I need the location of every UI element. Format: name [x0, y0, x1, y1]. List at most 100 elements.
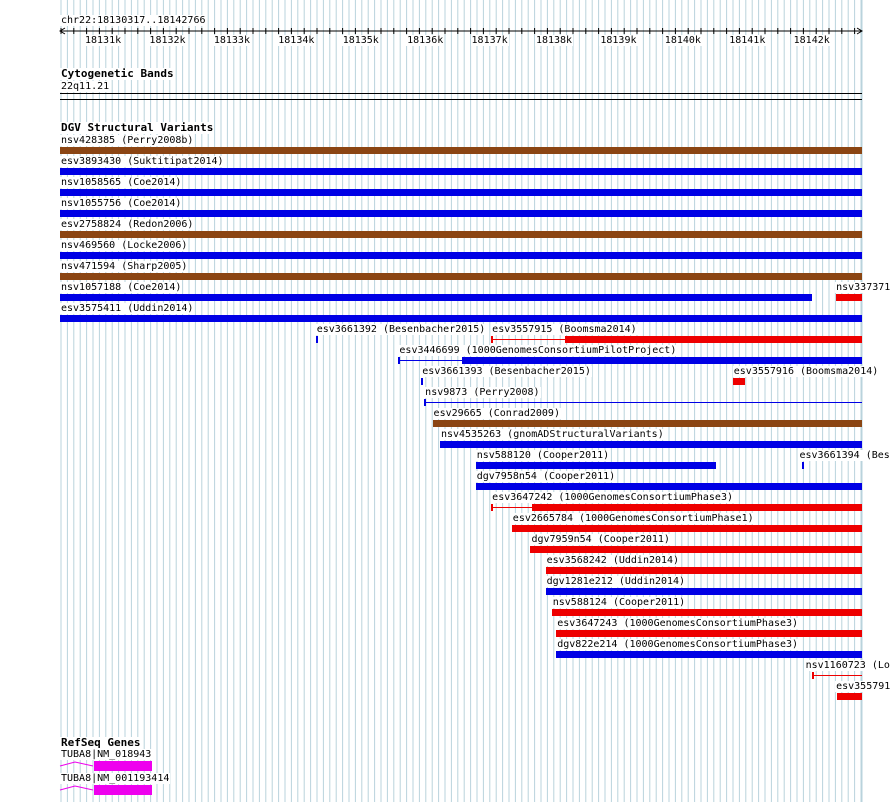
variant-label[interactable]: nsv1058565 (Coe2014)	[60, 177, 183, 188]
variant-bar-cap	[398, 357, 401, 364]
variant-bar-thin[interactable]	[424, 402, 862, 403]
variant-bar[interactable]	[556, 630, 862, 637]
gene-intron-line	[59, 761, 94, 767]
variant-label[interactable]: nsv588124 (Cooper2011)	[551, 597, 687, 608]
cytoband-line-top	[60, 93, 862, 94]
variant-label[interactable]: esv2665784 (1000GenomesConsortiumPhase1)	[511, 513, 755, 524]
variant-bar[interactable]	[836, 294, 862, 301]
variant-bar-thin[interactable]	[398, 360, 463, 361]
variant-label[interactable]: dgv822e214 (1000GenomesConsortiumPhase3)	[556, 639, 800, 650]
ruler-tick-label: 18133k	[212, 35, 251, 46]
variant-bar-thin[interactable]	[812, 675, 862, 676]
variant-label[interactable]: esv2758824 (Redon2006)	[60, 219, 195, 230]
variant-bar[interactable]	[530, 546, 862, 553]
variant-bar-cap	[491, 336, 494, 343]
variant-label[interactable]: dgv1281e212 (Uddin2014)	[545, 576, 687, 587]
variant-bar[interactable]	[475, 483, 862, 490]
variant-bar[interactable]	[60, 210, 862, 217]
variant-label[interactable]: nsv588120 (Cooper2011)	[475, 450, 611, 461]
variant-label[interactable]: esv3575411 (Uddin2014)	[60, 303, 195, 314]
variant-bar[interactable]	[60, 252, 862, 259]
variant-label[interactable]: nsv428385 (Perry2008b)	[60, 135, 195, 146]
variant-label[interactable]: esv3661392 (Besenbacher2015)	[315, 324, 487, 335]
ruler-tick-label: 18136k	[406, 35, 445, 46]
ruler-tick-label: 18138k	[534, 35, 574, 46]
variant-label[interactable]: nsv337371	[835, 282, 890, 293]
gene-label[interactable]: TUBA8|NM_018943	[60, 749, 153, 760]
variant-label[interactable]: esv355791	[835, 681, 890, 692]
cytoband-line-bottom	[60, 99, 862, 100]
variant-label[interactable]: dgv7959n54 (Cooper2011)	[530, 534, 671, 545]
variant-bar[interactable]	[556, 651, 862, 658]
variant-label[interactable]: dgv7958n54 (Cooper2011)	[475, 471, 617, 482]
variant-bar[interactable]	[801, 462, 804, 469]
ruler-tick-label: 18141k	[728, 35, 767, 46]
ruler-tick-label: 18137k	[470, 35, 509, 46]
variant-bar[interactable]	[532, 504, 862, 511]
dgv-track-title[interactable]: DGV Structural Variants	[60, 121, 215, 134]
variant-bar[interactable]	[60, 147, 862, 154]
variant-label[interactable]: nsv1160723 (Lo	[804, 660, 890, 671]
refseq-track-title[interactable]: RefSeq Genes	[60, 736, 142, 749]
variant-label[interactable]: esv3568242 (Uddin2014)	[545, 555, 681, 566]
variant-label[interactable]: esv3893430 (Suktitipat2014)	[60, 156, 225, 167]
variant-bar[interactable]	[564, 336, 862, 343]
variant-bar-cap	[424, 399, 427, 406]
gene-model[interactable]	[55, 759, 165, 773]
variant-bar[interactable]	[475, 462, 717, 469]
gene-exon	[94, 761, 152, 771]
variant-label[interactable]: nsv4535263 (gnomADStructuralVariants)	[439, 429, 665, 440]
variant-bar[interactable]	[60, 273, 862, 280]
gene-label[interactable]: TUBA8|NM_001193414	[60, 773, 171, 784]
variant-label[interactable]: esv29665 (Conrad2009)	[432, 408, 561, 419]
variant-bar-thin[interactable]	[491, 339, 565, 340]
ruler-right-arrow-icon	[856, 27, 863, 35]
ruler-minor-ticks	[60, 28, 856, 34]
variant-label[interactable]: nsv9873 (Perry2008)	[424, 387, 541, 398]
variant-bar[interactable]	[432, 420, 862, 427]
variant-bar[interactable]	[837, 693, 862, 700]
variant-bar[interactable]	[60, 294, 812, 301]
variant-label[interactable]: esv3661394 (Bes	[798, 450, 890, 461]
variant-bar[interactable]	[732, 378, 745, 385]
variant-label[interactable]: esv3647242 (1000GenomesConsortiumPhase3)	[491, 492, 734, 503]
cytoband-label: 22q11.21	[60, 81, 111, 92]
variant-label[interactable]: esv3557915 (Boomsma2014)	[491, 324, 638, 335]
variant-bar-cap	[812, 672, 814, 679]
gene-exon	[94, 785, 152, 795]
ruler-tick-label: 18134k	[277, 35, 316, 46]
variant-label[interactable]: esv3557916 (Boomsma2014)	[732, 366, 880, 377]
ruler-tick-label: 18142k	[792, 35, 831, 46]
variant-bar[interactable]	[421, 378, 424, 385]
variant-label[interactable]: esv3647243 (1000GenomesConsortiumPhase3)	[556, 618, 800, 629]
variant-label[interactable]: nsv1055756 (Coe2014)	[60, 198, 183, 209]
ruler-tick-label: 18139k	[599, 35, 638, 46]
variant-bar[interactable]	[60, 168, 862, 175]
ruler[interactable]	[0, 26, 890, 42]
ruler-left-arrow-icon	[59, 27, 66, 35]
variant-label[interactable]: nsv1057188 (Coe2014)	[60, 282, 183, 293]
variant-bar-cap	[491, 504, 494, 511]
variant-bar[interactable]	[551, 609, 862, 616]
variant-bar[interactable]	[545, 567, 862, 574]
gene-model[interactable]	[55, 783, 165, 797]
variant-bar-thin[interactable]	[491, 507, 533, 508]
variant-label[interactable]: nsv469560 (Locke2006)	[60, 240, 189, 251]
ruler-tick-label: 18135k	[341, 35, 380, 46]
variant-bar[interactable]	[439, 441, 862, 448]
variant-label[interactable]: esv3446699 (1000GenomesConsortiumPilotPr…	[398, 345, 678, 356]
variant-bar[interactable]	[462, 357, 862, 364]
variant-bar[interactable]	[315, 336, 318, 343]
variant-bar[interactable]	[511, 525, 862, 532]
variant-label[interactable]: nsv471594 (Sharp2005)	[60, 261, 189, 272]
variant-label[interactable]: esv3661393 (Besenbacher2015)	[421, 366, 592, 377]
gene-intron-line	[59, 785, 94, 791]
cytoband-track-title[interactable]: Cytogenetic Bands	[60, 67, 175, 80]
variant-bar[interactable]	[60, 315, 862, 322]
variant-bar[interactable]	[60, 189, 862, 196]
ruler-tick-label: 18131k	[84, 35, 123, 46]
coordinate-label: chr22:18130317..18142766	[60, 15, 207, 26]
variant-bar[interactable]	[60, 231, 862, 238]
ruler-tick-label: 18140k	[663, 35, 702, 46]
variant-bar[interactable]	[545, 588, 862, 595]
